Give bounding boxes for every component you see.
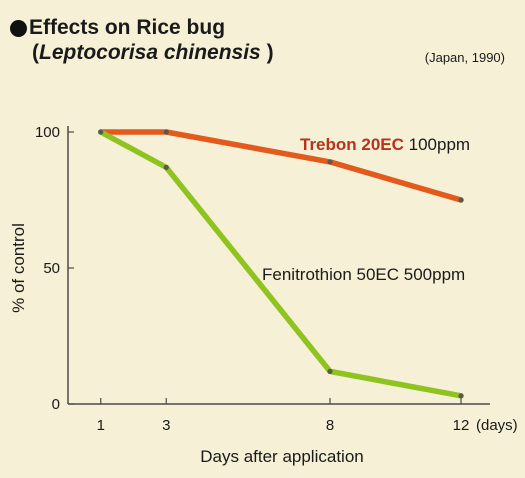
chart-title: Effects on Rice bug (Leptocorisa chinens… — [10, 16, 274, 66]
y-tick-label: 50 — [43, 260, 60, 277]
x-tick-label: 12 — [453, 417, 470, 434]
series-layer — [98, 129, 464, 399]
x-axis-title: Days after application — [200, 447, 363, 466]
title-paren-close: ) — [260, 41, 274, 64]
source-note: (Japan, 1990) — [424, 50, 505, 65]
data-point-fenitrothion — [98, 129, 104, 135]
x-axis-unit: (days) — [476, 417, 518, 434]
series-label-trebon: Trebon 20EC 100ppm — [300, 135, 470, 154]
series-line-fenitrothion — [98, 129, 464, 399]
axes: 0 50 100 1 3 8 12 — [35, 124, 490, 434]
series-line-trebon — [98, 129, 464, 203]
y-tick-label: 0 — [52, 396, 60, 413]
data-point-trebon — [327, 159, 333, 165]
data-point-trebon — [458, 197, 464, 203]
x-tick-label: 3 — [162, 417, 170, 434]
title-main: Effects on Rice bug — [29, 16, 226, 39]
title-paren-open: ( — [32, 41, 39, 64]
series-label-fenitrothion: Fenitrothion 50EC 500ppm — [262, 265, 465, 284]
bullet-icon — [10, 19, 27, 37]
data-point-fenitrothion — [327, 368, 333, 374]
title-species: Leptocorisa chinensis — [39, 41, 261, 64]
title-subtitle: (Leptocorisa chinensis ) — [10, 40, 274, 66]
y-axis-title: % of control — [9, 223, 28, 313]
data-point-fenitrothion — [163, 164, 169, 170]
series-label-trebon-dose: 100ppm — [404, 135, 470, 154]
series-label-trebon-name: Trebon 20EC — [300, 135, 404, 154]
x-tick-label: 1 — [97, 417, 105, 434]
x-tick-label: 8 — [326, 417, 334, 434]
y-tick-label: 100 — [35, 124, 60, 141]
data-point-trebon — [163, 129, 169, 135]
data-point-fenitrothion — [458, 393, 464, 399]
